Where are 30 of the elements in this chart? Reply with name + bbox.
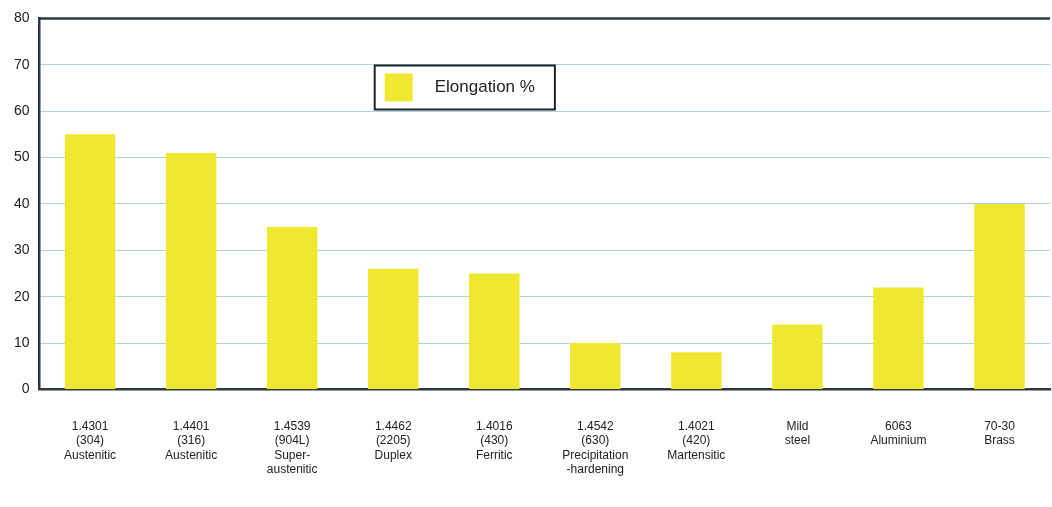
bar (165, 152, 217, 389)
bar (772, 324, 823, 389)
x-tick-label: 6063 Aluminium (870, 418, 927, 448)
y-tick-label: 0 (21, 380, 30, 397)
x-tick-label: 70-30 Brass (984, 418, 1016, 448)
bar (367, 268, 419, 389)
bar (974, 203, 1025, 389)
x-tick-label: 1.4301 (304) Austenitic (64, 418, 117, 462)
y-tick-label: 80 (13, 9, 30, 26)
x-tick-label: 1.4401 (316) Austenitic (165, 418, 218, 462)
y-tick-label: 40 (13, 194, 30, 211)
bar (570, 343, 621, 389)
bar (469, 273, 520, 389)
bar (266, 227, 318, 389)
y-tick-label: 60 (13, 102, 30, 119)
y-tick-label: 10 (13, 333, 30, 350)
y-tick-label: 50 (13, 148, 30, 165)
x-tick-label: 1.4462 (2205) Duplex (374, 418, 412, 462)
x-tick-label: Mild steel (784, 418, 811, 448)
bar (671, 352, 722, 389)
x-tick-label: 1.4016 (430) Ferritic (475, 418, 513, 462)
x-tick-label: 1.4542 (630) Precipitation -hardening (562, 418, 629, 477)
y-tick-label: 30 (13, 241, 30, 258)
x-tick-label: 1.4539 (904L) Super- austenitic (266, 418, 318, 477)
legend-label: Elongation % (434, 77, 535, 97)
bar (64, 134, 116, 389)
bar (873, 287, 924, 389)
x-tick-label: 1.4021 (420) Martensitic (667, 418, 726, 462)
y-tick-label: 20 (13, 287, 30, 304)
y-tick-label: 70 (13, 55, 30, 72)
